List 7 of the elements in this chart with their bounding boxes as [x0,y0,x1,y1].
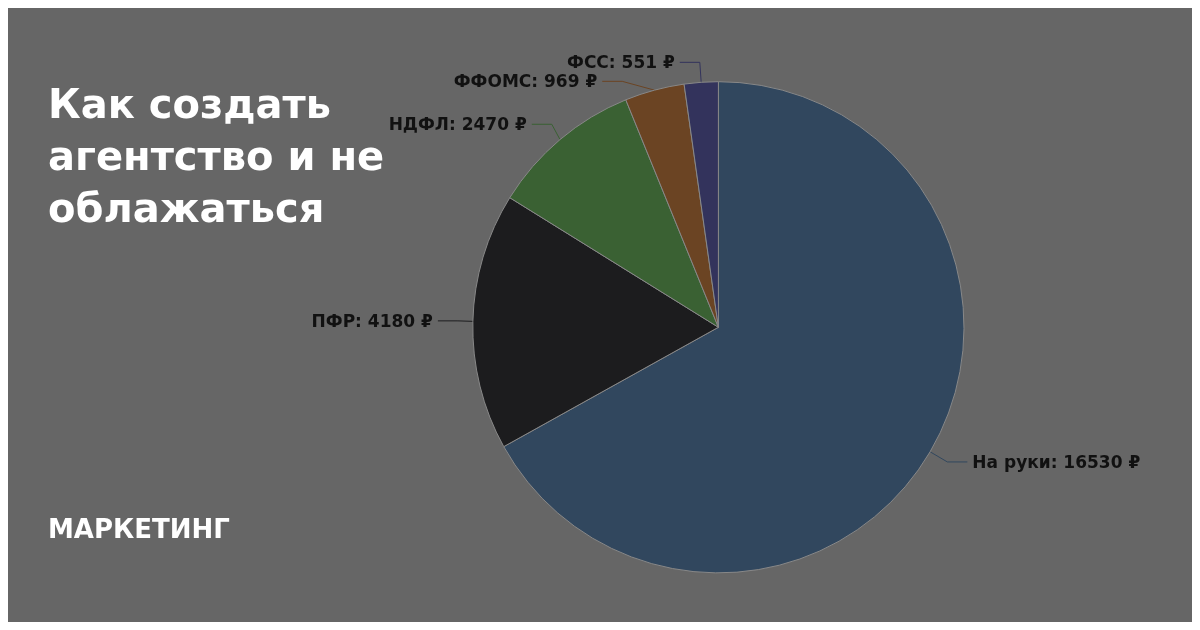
slice-label: ФСС: 551 ₽ [567,52,675,73]
slice-label: ПФР: 4180 ₽ [311,310,434,331]
slice-label: На руки: 16530 ₽ [972,451,1141,472]
text: Как создать агентство и не облажаться [48,81,385,231]
text: МАРКЕТИНГ [48,514,230,544]
slice-label: НДФЛ: 2470 ₽ [388,114,527,135]
slice-label: ФФОМС: 969 ₽ [453,71,598,92]
